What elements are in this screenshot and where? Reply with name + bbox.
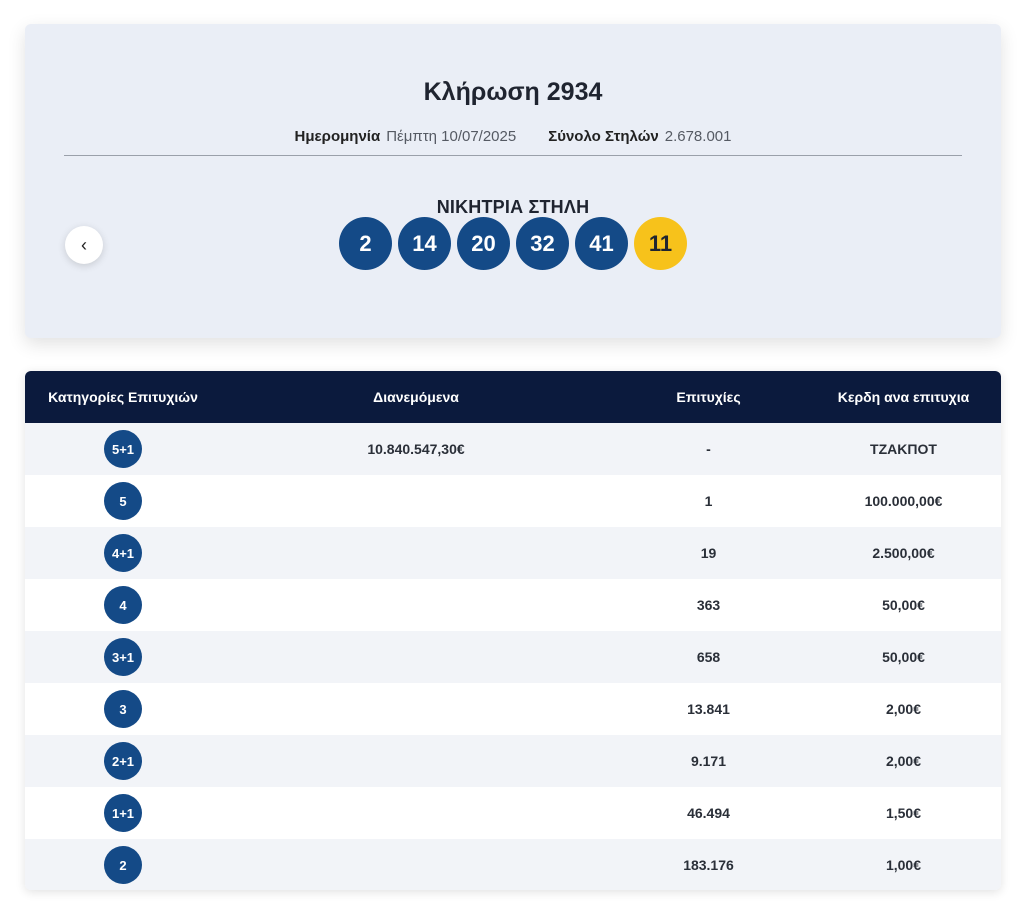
- category-ball: 5+1: [104, 430, 142, 468]
- prize-cell: 2,00€: [885, 701, 922, 717]
- table-row: 2+1 9.171 2,00€: [25, 735, 1001, 787]
- table-row: 3+1 658 50,00€: [25, 631, 1001, 683]
- date-label: Ημερομηνία: [294, 128, 381, 145]
- prize-cell: 50,00€: [882, 597, 925, 613]
- table-row: 5 1 100.000,00€: [25, 475, 1001, 527]
- category-ball: 5: [104, 482, 142, 520]
- winners-cell: 9.171: [690, 753, 727, 769]
- winners-cell: 363: [696, 597, 721, 613]
- prize-cell: 2,00€: [885, 753, 922, 769]
- columns-label: Σύνολο Στηλών: [548, 128, 659, 145]
- winning-numbers: 2 14 20 32 41 11: [25, 217, 1001, 270]
- divider: [64, 155, 962, 156]
- category-ball: 4: [104, 586, 142, 624]
- previous-draw-button[interactable]: ‹: [65, 226, 103, 264]
- winners-cell: 46.494: [687, 805, 730, 821]
- draw-meta: Ημερομηνία Πέμπτη 10/07/2025 Σύνολο Στηλών…: [25, 128, 1001, 145]
- winners-cell: 1: [704, 493, 713, 509]
- table-row: 1+1 46.494 1,50€: [25, 787, 1001, 839]
- category-ball: 2: [104, 846, 142, 884]
- chevron-left-icon: ‹: [81, 234, 87, 255]
- table-row: 2 183.176 1,00€: [25, 839, 1001, 890]
- winners-cell: 658: [696, 649, 721, 665]
- draw-card: Κλήρωση 2934 Ημερομηνία Πέμπτη 10/07/2025…: [25, 24, 1001, 338]
- prize-table: Κατηγορίες Επιτυχιών Διανεμόμενα Επιτυχί…: [25, 371, 1001, 890]
- prize-cell: 1,50€: [885, 805, 922, 821]
- winners-cell: -: [706, 441, 711, 457]
- bonus-ball: 11: [634, 217, 687, 270]
- header-distributed: Διανεμόμενα: [373, 389, 459, 405]
- winning-column-title: ΝΙΚΗΤΡΙΑ ΣΤΗΛΗ: [436, 197, 590, 217]
- number-ball: 14: [398, 217, 451, 270]
- table-header: Κατηγορίες Επιτυχιών Διανεμόμενα Επιτυχί…: [25, 371, 1001, 423]
- date-value: Πέμπτη 10/07/2025: [386, 128, 517, 145]
- table-row: 3 13.841 2,00€: [25, 683, 1001, 735]
- winners-cell: 183.176: [683, 857, 734, 873]
- category-ball: 4+1: [104, 534, 142, 572]
- table-body: 5+1 10.840.547,30€ - ΤΖΑΚΠΟΤ 5 1 100.000…: [25, 423, 1001, 890]
- winners-cell: 19: [700, 545, 717, 561]
- category-ball: 2+1: [104, 742, 142, 780]
- table-row: 4 363 50,00€: [25, 579, 1001, 631]
- prize-cell: 100.000,00€: [864, 493, 943, 509]
- winners-cell: 13.841: [687, 701, 730, 717]
- category-ball: 3+1: [104, 638, 142, 676]
- number-ball: 41: [575, 217, 628, 270]
- prize-cell: 50,00€: [882, 649, 925, 665]
- table-row: 5+1 10.840.547,30€ - ΤΖΑΚΠΟΤ: [25, 423, 1001, 475]
- number-ball: 2: [339, 217, 392, 270]
- number-ball: 20: [457, 217, 510, 270]
- header-categories: Κατηγορίες Επιτυχιών: [48, 389, 198, 405]
- distributed-cell: 10.840.547,30€: [367, 441, 465, 457]
- prize-cell: 2.500,00€: [872, 545, 935, 561]
- header-prize: Κερδη ανα επιτυχια: [837, 389, 970, 405]
- table-row: 4+1 19 2.500,00€: [25, 527, 1001, 579]
- columns-value: 2.678.001: [664, 128, 732, 145]
- header-winners: Επιτυχίες: [676, 389, 741, 405]
- prize-cell: 1,00€: [885, 857, 922, 873]
- category-ball: 3: [104, 690, 142, 728]
- prize-cell: ΤΖΑΚΠΟΤ: [870, 441, 937, 457]
- category-ball: 1+1: [104, 794, 142, 832]
- draw-title: Κλήρωση 2934: [423, 78, 603, 106]
- number-ball: 32: [516, 217, 569, 270]
